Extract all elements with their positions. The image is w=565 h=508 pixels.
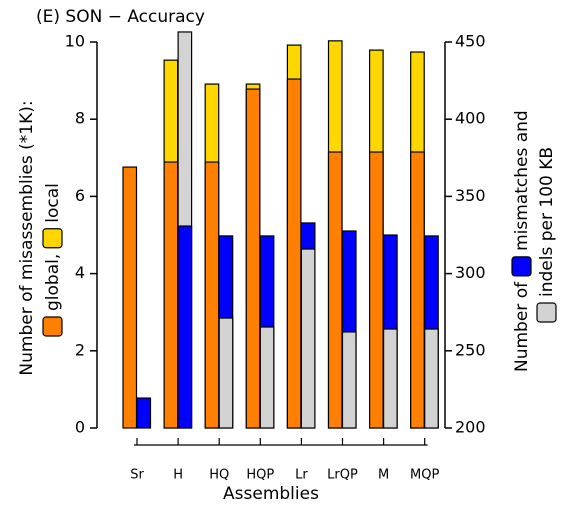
bar (218, 317, 234, 429)
chart-title: (E) SON − Accuracy (36, 7, 205, 27)
x-tick-label: HQP (246, 468, 274, 483)
legend-label: indels per 100 KB (537, 147, 557, 297)
y-tick-label: 4 (75, 263, 85, 282)
axis-label-group: global, local (42, 183, 63, 337)
y-tick-label: 10 (65, 32, 85, 51)
y2-tick-label: 400 (455, 109, 486, 128)
bar (300, 248, 316, 429)
legend-label: local (43, 183, 63, 223)
x-tick-label: LrQP (327, 468, 358, 483)
bar (136, 397, 152, 429)
y-tick-label: 6 (75, 186, 85, 205)
y-tick-label: 0 (75, 418, 85, 437)
bar (424, 328, 439, 429)
bar (410, 151, 425, 429)
x-tick-label: H (173, 468, 183, 483)
x-tick-label: Lr (295, 468, 308, 483)
axis-label-group: Number of mismatches and (511, 110, 532, 372)
bar (245, 88, 261, 429)
legend-swatch (42, 228, 63, 249)
y-tick-label: 8 (75, 109, 85, 128)
legend-swatch (536, 302, 557, 323)
bar (327, 151, 343, 429)
bar (369, 151, 384, 429)
bar (177, 225, 193, 429)
y2-tick-label: 300 (455, 263, 486, 282)
legend-label: global, (43, 254, 63, 311)
bar (341, 331, 357, 429)
bar (122, 166, 138, 429)
legend-label: mismatches and (512, 110, 532, 251)
legend-swatch (42, 316, 63, 337)
y-tick-label: 2 (75, 340, 85, 359)
y-axis-label: Number of misassemblies (*1K): (17, 100, 37, 375)
x-tick-label: MQP (410, 468, 439, 483)
x-tick-label: M (378, 468, 389, 483)
y2-tick-label: 350 (455, 186, 486, 205)
bar (204, 161, 220, 429)
y2-tick-label: 250 (455, 340, 486, 359)
bar (163, 161, 179, 429)
bar (259, 326, 275, 429)
bar (286, 78, 302, 429)
y2-tick-label: 450 (455, 32, 486, 51)
x-tick-label: HQ (209, 468, 229, 483)
y2-axis-label: Number of (512, 281, 532, 372)
y2-tick-label: 200 (455, 418, 486, 437)
x-tick-label: Sr (130, 468, 144, 483)
x-axis-label: Assemblies (223, 484, 319, 504)
bar (383, 328, 398, 429)
legend-swatch (511, 256, 532, 277)
axis-label-group: indels per 100 KB (536, 147, 557, 323)
